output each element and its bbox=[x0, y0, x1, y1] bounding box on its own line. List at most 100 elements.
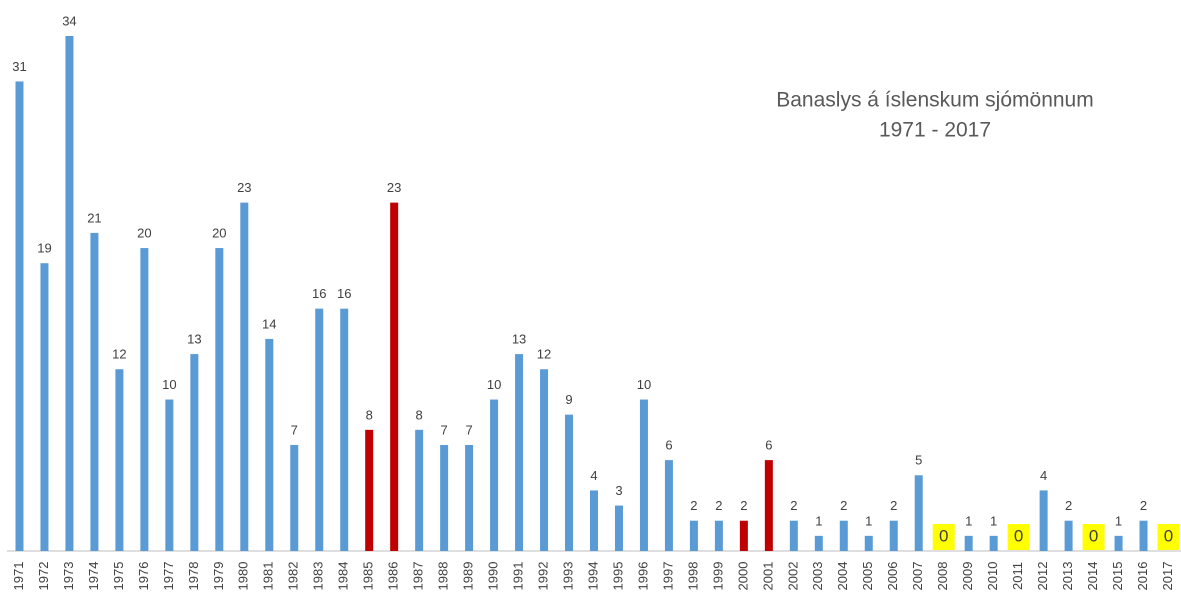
x-tick-label: 1979 bbox=[211, 562, 226, 591]
data-label: 1 bbox=[965, 513, 972, 528]
bar bbox=[914, 475, 923, 551]
x-tick-label: 1997 bbox=[660, 562, 675, 591]
x-tick-label: 1994 bbox=[585, 562, 600, 591]
data-label: 7 bbox=[465, 422, 472, 437]
x-tick-label: 2016 bbox=[1135, 562, 1150, 591]
data-label: 2 bbox=[715, 498, 722, 513]
bar bbox=[614, 505, 623, 551]
data-label: 2 bbox=[690, 498, 697, 513]
data-label: 4 bbox=[1040, 468, 1047, 483]
data-label: 10 bbox=[487, 377, 501, 392]
x-tick-label: 1985 bbox=[361, 562, 376, 591]
x-tick-label: 2003 bbox=[810, 562, 825, 591]
bar bbox=[689, 520, 698, 551]
data-label: 8 bbox=[416, 407, 423, 422]
bar bbox=[789, 520, 798, 551]
x-tick-label: 2009 bbox=[960, 562, 975, 591]
x-tick-label: 1989 bbox=[461, 562, 476, 591]
x-tick-label: 2011 bbox=[1010, 562, 1025, 590]
chart-subtitle: 1971 - 2017 bbox=[879, 119, 991, 142]
bar bbox=[739, 520, 748, 551]
data-label: 2 bbox=[890, 498, 897, 513]
data-label: 1 bbox=[1115, 513, 1122, 528]
bar bbox=[390, 202, 399, 551]
x-tick-label: 1975 bbox=[111, 562, 126, 591]
bar bbox=[1064, 520, 1073, 551]
x-tick-label: 1982 bbox=[286, 562, 301, 591]
x-tick-label: 1976 bbox=[136, 562, 151, 591]
x-tick-label: 2008 bbox=[935, 562, 950, 591]
x-tick-label: 2010 bbox=[985, 562, 1000, 591]
x-tick-label: 1988 bbox=[436, 562, 451, 591]
bar bbox=[989, 535, 998, 551]
bar bbox=[590, 490, 598, 551]
x-tick-label: 1983 bbox=[311, 562, 326, 591]
bar bbox=[40, 263, 49, 551]
data-label: 10 bbox=[162, 377, 176, 392]
data-label: 0 bbox=[939, 526, 948, 545]
data-label: 2 bbox=[740, 498, 747, 513]
bar bbox=[839, 520, 848, 551]
x-tick-label: 1980 bbox=[236, 562, 251, 591]
bar bbox=[515, 354, 524, 551]
data-label: 0 bbox=[1014, 526, 1023, 545]
bar bbox=[140, 248, 149, 551]
data-label: 14 bbox=[262, 316, 276, 331]
x-tick-label: 1990 bbox=[486, 562, 501, 591]
data-label: 2 bbox=[790, 498, 797, 513]
data-label: 2 bbox=[1140, 498, 1147, 513]
bar bbox=[540, 369, 549, 551]
data-label: 3 bbox=[615, 483, 622, 498]
bar bbox=[1039, 490, 1048, 551]
x-tick-label: 2017 bbox=[1160, 562, 1175, 591]
data-label: 19 bbox=[37, 241, 51, 256]
bar bbox=[664, 460, 673, 551]
bar bbox=[65, 36, 74, 551]
data-label: 10 bbox=[637, 377, 651, 392]
data-label: 20 bbox=[137, 225, 151, 240]
data-label: 23 bbox=[237, 180, 251, 195]
x-tick-label: 1974 bbox=[86, 562, 101, 591]
x-tick-label: 2000 bbox=[735, 562, 750, 591]
x-tick-label: 2015 bbox=[1110, 562, 1125, 591]
bar bbox=[764, 460, 773, 551]
x-tick-label: 1981 bbox=[261, 562, 276, 591]
chart-title: Banaslys á íslenskum sjómönnum bbox=[776, 89, 1093, 112]
data-label: 8 bbox=[366, 407, 373, 422]
bar bbox=[1114, 535, 1123, 551]
data-label: 2 bbox=[1065, 498, 1072, 513]
x-tick-label: 2012 bbox=[1035, 562, 1050, 591]
x-tick-label: 1986 bbox=[386, 562, 401, 591]
bar bbox=[490, 399, 499, 551]
x-tick-label: 1977 bbox=[161, 562, 176, 591]
x-tick-label: 1978 bbox=[186, 562, 201, 591]
bar bbox=[340, 308, 349, 551]
x-tick-label: 2013 bbox=[1060, 562, 1075, 591]
data-label: 34 bbox=[62, 13, 76, 28]
label-highlight bbox=[1157, 524, 1180, 550]
bar bbox=[964, 535, 973, 551]
data-label: 1 bbox=[815, 513, 822, 528]
x-tick-label: 1995 bbox=[610, 562, 625, 591]
bar bbox=[814, 535, 823, 551]
bar bbox=[440, 444, 449, 551]
data-label: 1 bbox=[865, 513, 872, 528]
data-label: 0 bbox=[1164, 526, 1173, 545]
data-label: 6 bbox=[765, 438, 772, 453]
data-label: 13 bbox=[512, 332, 526, 347]
x-tick-label: 2001 bbox=[760, 562, 775, 591]
data-label: 5 bbox=[915, 453, 922, 468]
bar bbox=[165, 399, 174, 551]
data-label: 20 bbox=[212, 225, 226, 240]
data-label: 16 bbox=[312, 286, 326, 301]
data-label: 6 bbox=[665, 438, 672, 453]
data-label: 16 bbox=[337, 286, 351, 301]
x-tick-label: 1987 bbox=[411, 562, 426, 591]
x-tick-label: 1998 bbox=[685, 562, 700, 591]
x-tick-label: 1992 bbox=[535, 562, 550, 591]
bar bbox=[290, 444, 299, 551]
x-tick-label: 2005 bbox=[860, 562, 875, 591]
bar bbox=[190, 354, 199, 551]
bar bbox=[415, 429, 424, 551]
